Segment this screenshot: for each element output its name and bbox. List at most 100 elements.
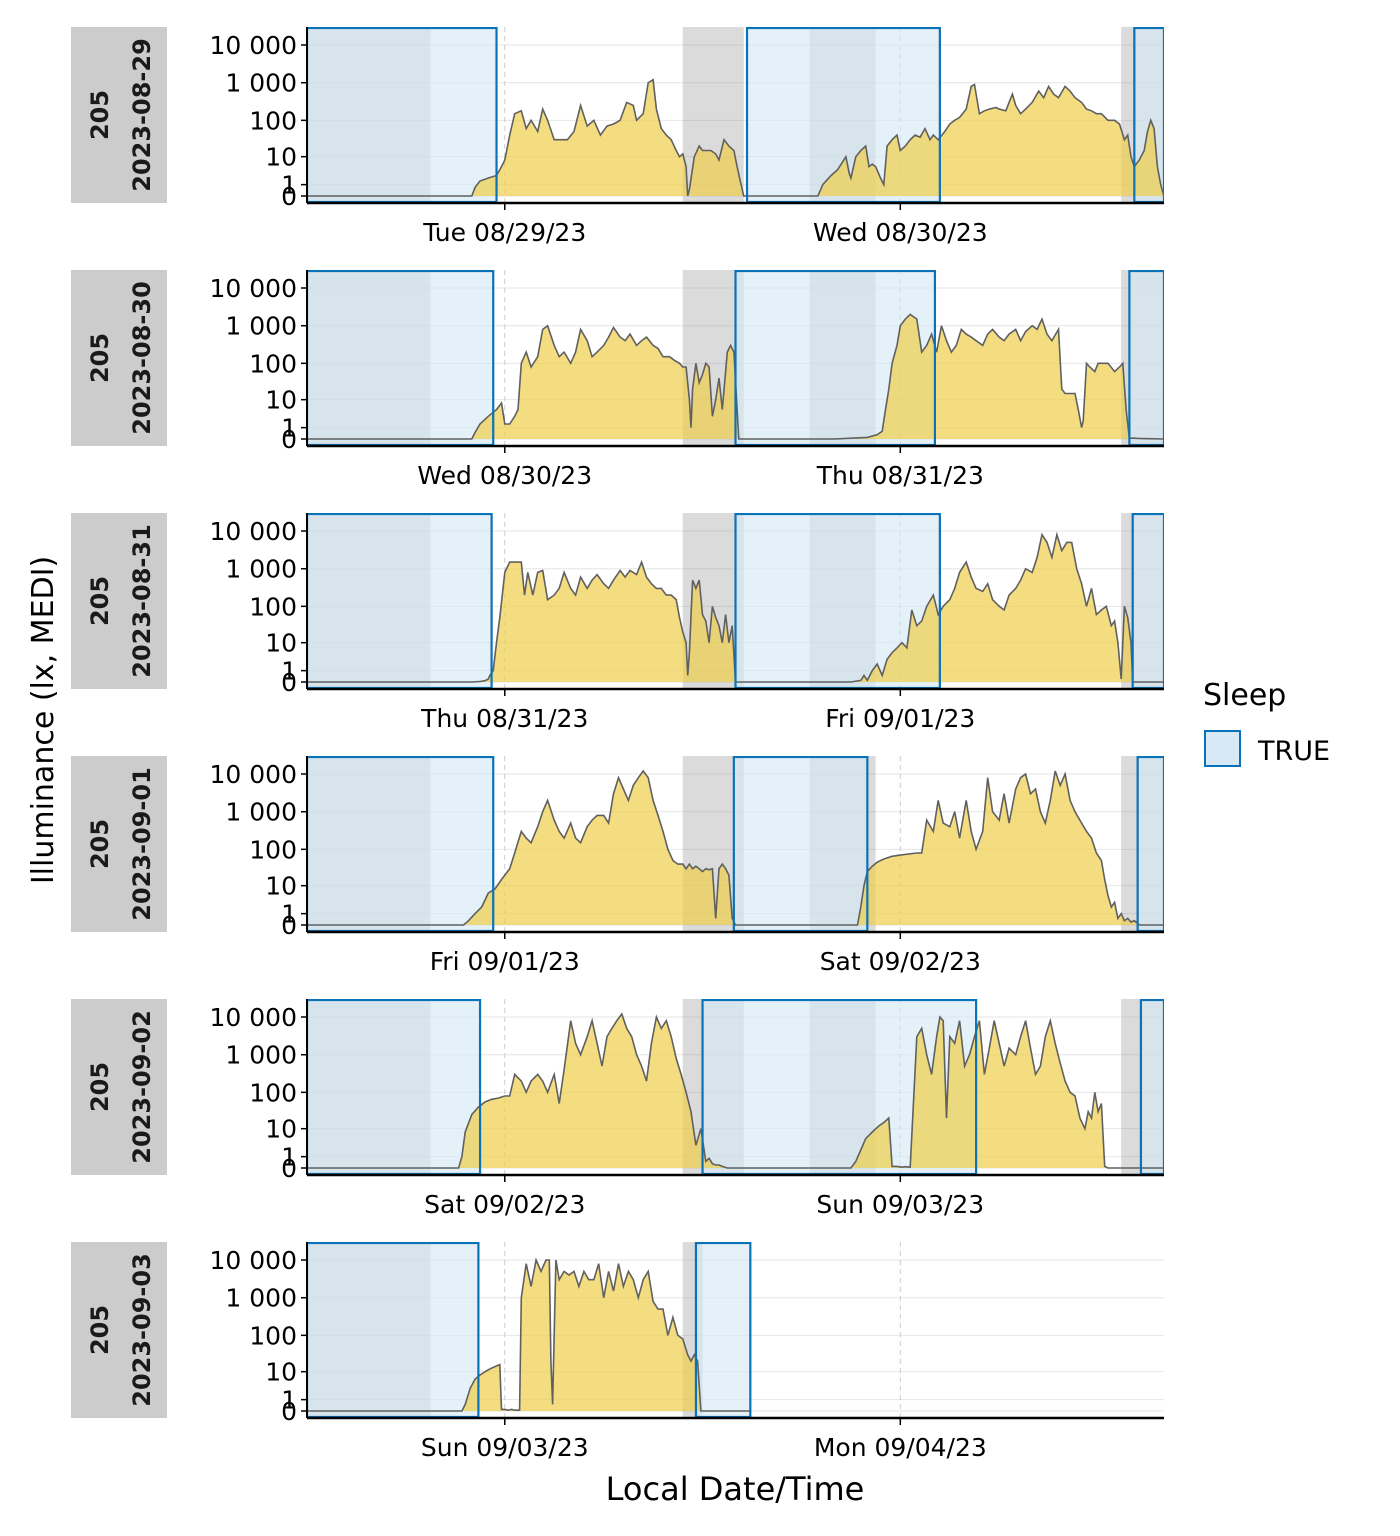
x-axis-title: Local Date/Time [606, 1470, 865, 1508]
y-tick-label: 10 [265, 143, 297, 172]
x-tick-label: Sun 09/03/23 [816, 1190, 984, 1219]
y-tick-label: 0 [281, 1397, 297, 1426]
facet-strip [71, 513, 167, 689]
y-axis-title: Illuminance (lx, MEDI) [26, 556, 61, 884]
y-tick-label: 1 000 [225, 312, 297, 341]
y-tick-label: 100 [249, 349, 297, 378]
illuminance-area [307, 771, 1164, 925]
y-tick-label: 1 000 [225, 798, 297, 827]
y-tick-label: 10 [265, 629, 297, 658]
y-tick-label: 100 [249, 106, 297, 135]
illuminance-line [307, 313, 1164, 440]
facet-strip-date: 2023-08-31 [128, 524, 156, 678]
sleep-interval [695, 1242, 751, 1418]
x-tick-label: Thu 08/31/23 [816, 461, 984, 490]
x-tick-label: Sat 09/02/23 [424, 1190, 585, 1219]
facet-strip [71, 999, 167, 1175]
y-tick-label: 1 [281, 657, 297, 686]
illuminance-line [307, 1257, 751, 1412]
y-tick-label: 100 [249, 835, 297, 864]
y-tick-label: 1 000 [225, 69, 297, 98]
x-tick-label: Sun 09/03/23 [421, 1433, 589, 1462]
illuminance-area [307, 534, 1164, 682]
legend-title: Sleep [1203, 678, 1286, 713]
legend-label-sleep: TRUE [1257, 736, 1330, 767]
facet-strip-date: 2023-09-02 [128, 1010, 156, 1164]
legend: Sleep TRUE [1203, 678, 1330, 767]
illuminance-line [307, 769, 1164, 926]
illuminance-area [307, 1260, 751, 1411]
legend-key-sleep [1204, 730, 1241, 767]
illuminance-line [307, 531, 1164, 683]
x-tick-label: Sat 09/02/23 [820, 947, 981, 976]
y-tick-label: 0 [281, 668, 297, 697]
facet-strip-id: 205 [86, 333, 114, 383]
y-tick-label: 10 000 [210, 1246, 297, 1275]
y-tick-label: 1 000 [225, 1284, 297, 1313]
illuminance-area [307, 314, 1164, 439]
illuminance-area [307, 79, 1164, 196]
y-tick-label: 0 [281, 911, 297, 940]
facet-strip-id: 205 [86, 1062, 114, 1112]
sleep-interval [1132, 513, 1164, 689]
y-tick-label: 100 [249, 1078, 297, 1107]
y-tick-label: 10 [265, 872, 297, 901]
facet-strip [71, 27, 167, 203]
y-tick-label: 1 [281, 414, 297, 443]
sleep-interval [307, 27, 497, 203]
facet-strip-id: 205 [86, 1305, 114, 1355]
y-tick-label: 10 000 [210, 1003, 297, 1032]
y-tick-label: 0 [281, 1154, 297, 1183]
y-tick-label: 0 [281, 182, 297, 211]
x-tick-label: Fri 09/01/23 [825, 704, 975, 733]
x-tick-label: Thu 08/31/23 [420, 704, 588, 733]
y-tick-label: 10 000 [210, 274, 297, 303]
y-tick-label: 10 000 [210, 31, 297, 60]
sleep-interval [1140, 999, 1164, 1175]
x-tick-label: Fri 09/01/23 [430, 947, 580, 976]
facet-strip [71, 756, 167, 932]
y-tick-label: 100 [249, 592, 297, 621]
y-tick-label: 0 [281, 425, 297, 454]
y-tick-label: 1 [281, 900, 297, 929]
y-tick-label: 1 [281, 171, 297, 200]
y-tick-label: 1 000 [225, 1041, 297, 1070]
facet-strip-date: 2023-09-03 [128, 1253, 156, 1407]
x-tick-label: Mon 09/04/23 [814, 1433, 987, 1462]
sleep-interval [307, 999, 481, 1175]
illuminance-line [307, 1012, 1164, 1169]
sleep-interval [307, 1242, 479, 1418]
sleep-interval [733, 756, 868, 932]
sleep-interval [307, 513, 492, 689]
y-tick-label: 10 000 [210, 517, 297, 546]
y-tick-label: 1 000 [225, 555, 297, 584]
y-tick-label: 100 [249, 1321, 297, 1350]
facet-strip-date: 2023-09-01 [128, 767, 156, 921]
facet-strip-id: 205 [86, 90, 114, 140]
y-tick-label: 1 [281, 1386, 297, 1415]
facet-strip [71, 270, 167, 446]
x-tick-label: Tue 08/29/23 [422, 218, 586, 247]
facet-strip-date: 2023-08-30 [128, 281, 156, 435]
y-tick-label: 10 [265, 386, 297, 415]
facet-strip [71, 1242, 167, 1418]
sleep-interval [1137, 756, 1164, 932]
illuminance-line [307, 78, 1164, 197]
facet-strip-date: 2023-08-29 [128, 38, 156, 192]
sleep-interval [1129, 270, 1164, 446]
sleep-interval [307, 756, 494, 932]
y-tick-label: 1 [281, 1143, 297, 1172]
facet-strip-id: 205 [86, 819, 114, 869]
y-tick-label: 10 000 [210, 760, 297, 789]
x-tick-label: Wed 08/30/23 [417, 461, 592, 490]
facet-strip-id: 205 [86, 576, 114, 626]
sleep-interval [307, 270, 494, 446]
